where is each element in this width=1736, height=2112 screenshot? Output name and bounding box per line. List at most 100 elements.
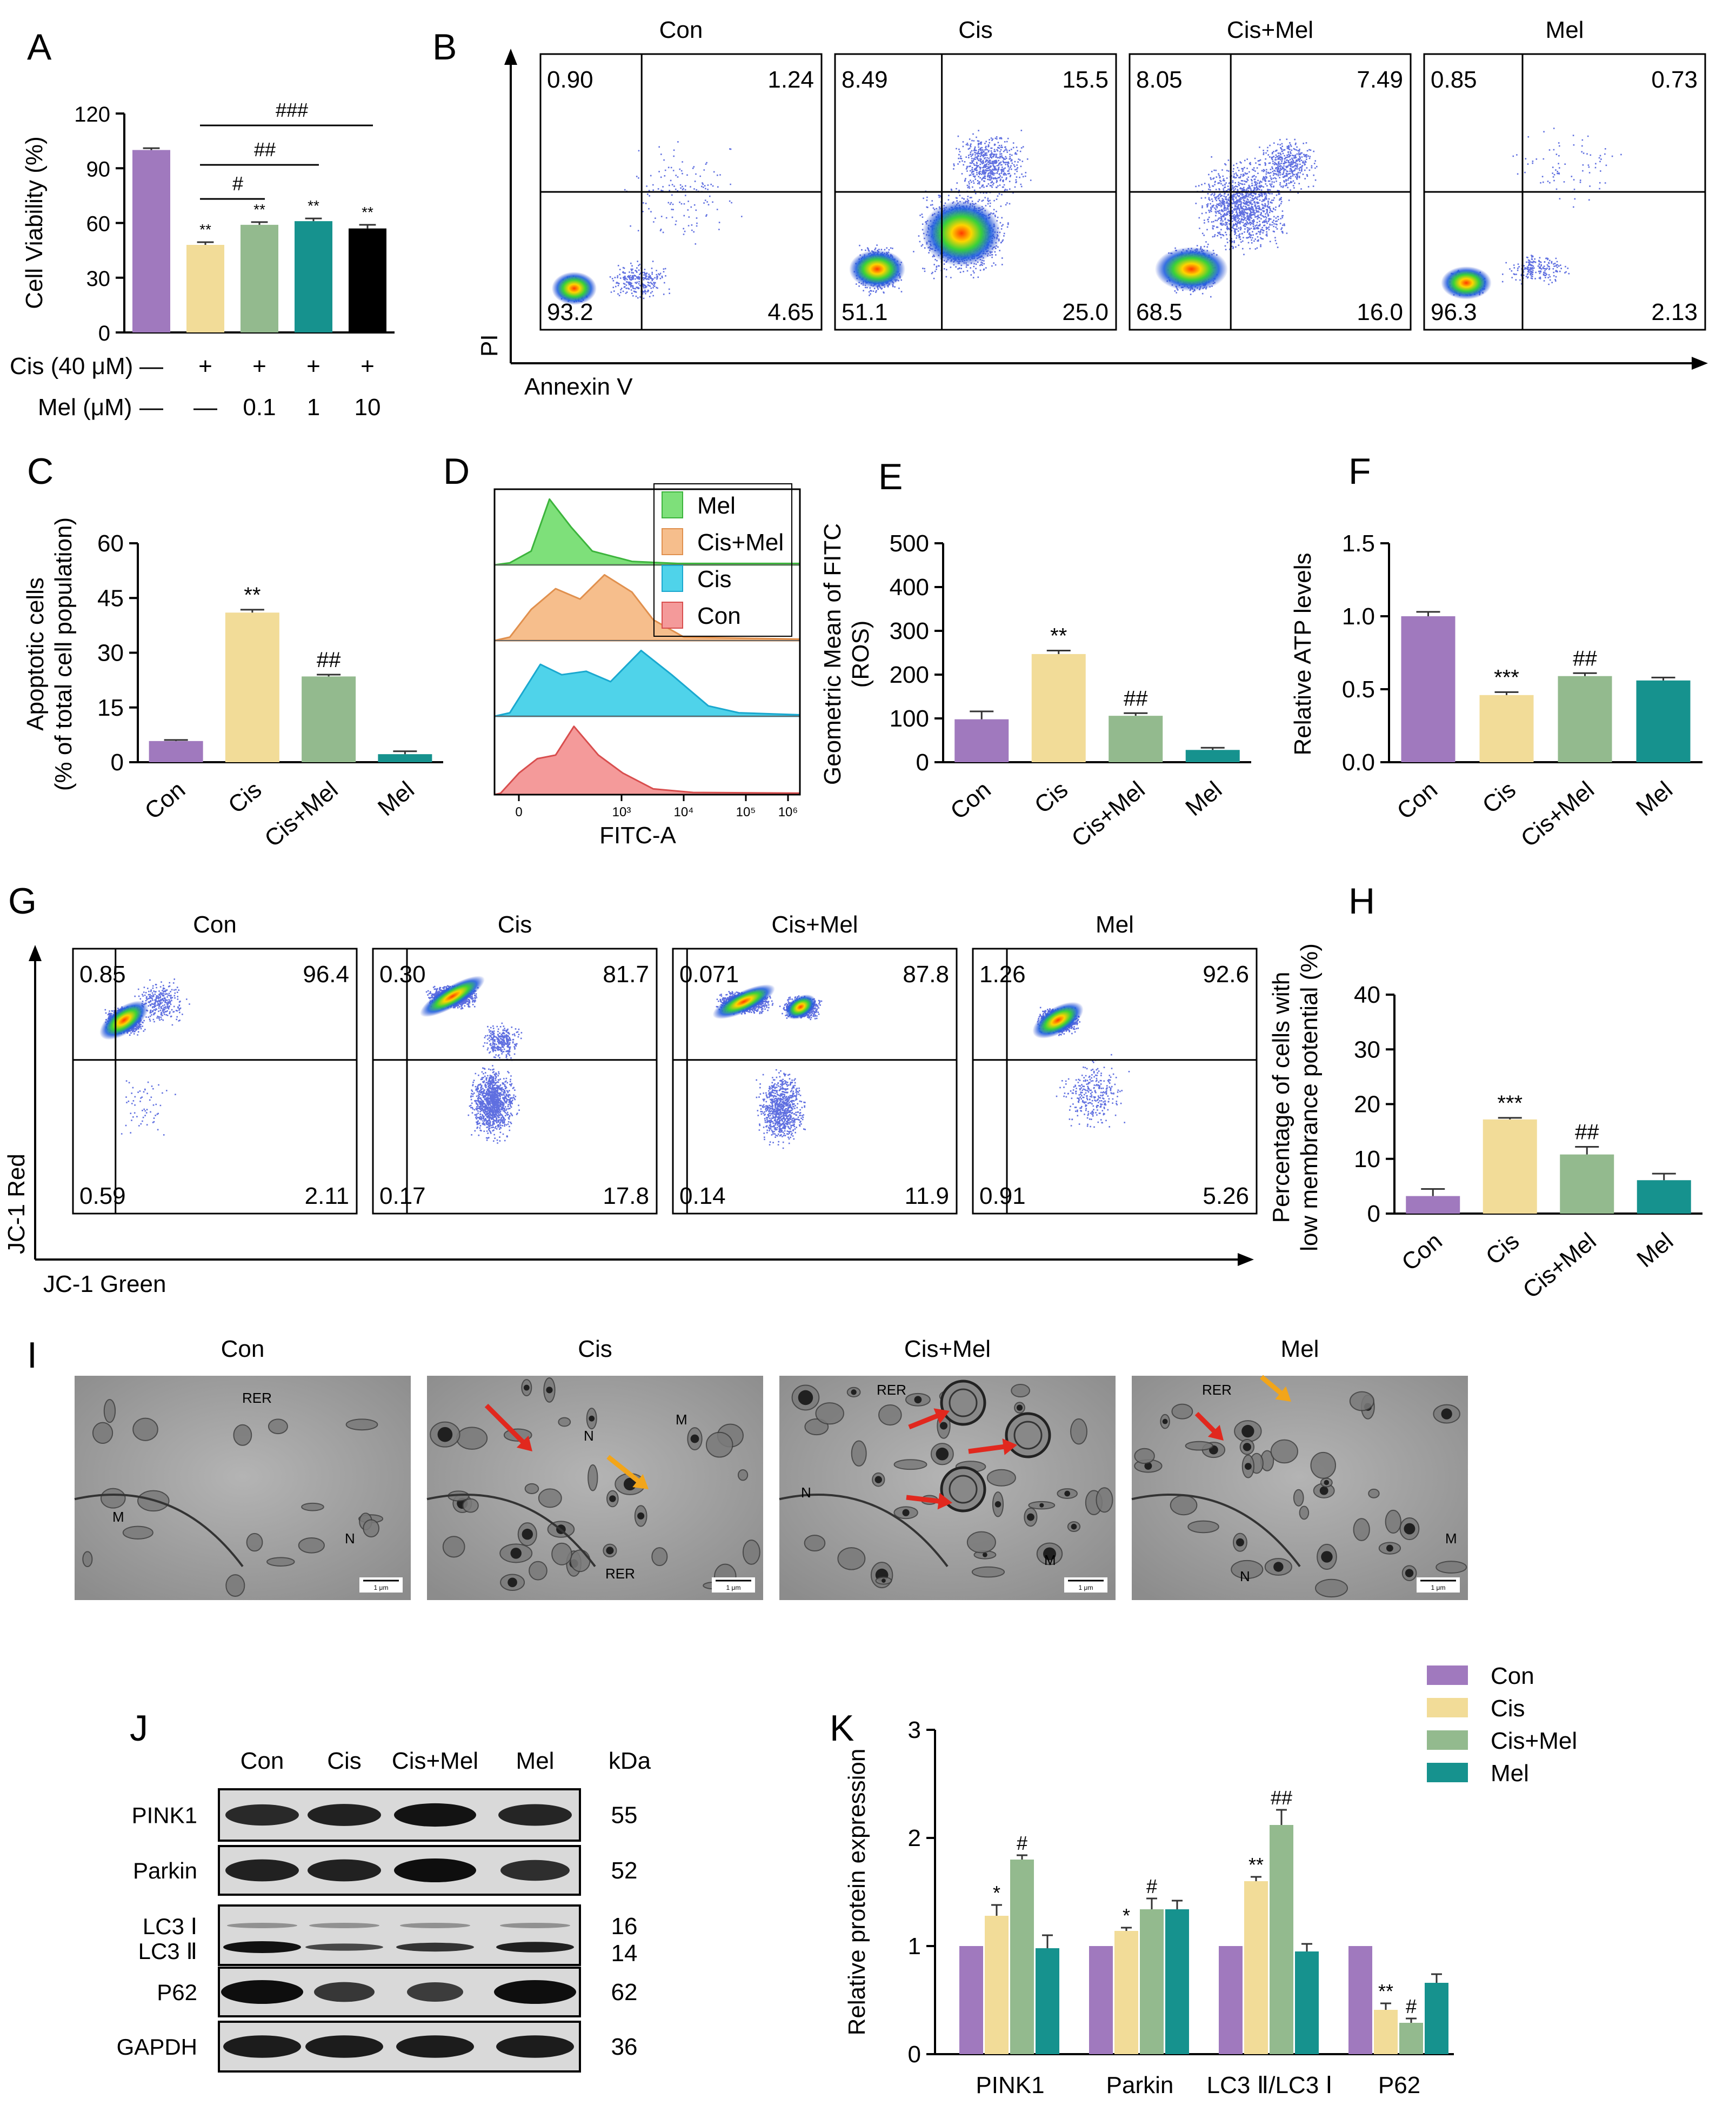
y-tick-label: 3: [908, 1717, 921, 1743]
bar-cis+mel: [1399, 2023, 1423, 2054]
dense-body: [1043, 1547, 1056, 1561]
significance-label: **: [199, 221, 211, 238]
y-axis-label: Percentage of cells withlow membrance po…: [1268, 943, 1323, 1251]
dense-body: [1405, 1569, 1414, 1577]
legend-swatch: [1427, 1665, 1468, 1685]
y-tick-label: 30: [97, 640, 124, 667]
panel-letter-a: A: [27, 26, 52, 68]
row-label-cis: Cis (40 μM): [10, 353, 133, 379]
x-tick-label: Cis+Mel: [1066, 776, 1150, 852]
quadrant-ul: 8.49: [842, 66, 888, 93]
quadrant-ll: 0.14: [679, 1183, 726, 1209]
organelle: [851, 1440, 867, 1467]
organelle: [737, 1469, 749, 1481]
kda-value: 52: [611, 1857, 638, 1884]
y-axis-label: Cell Viability (%): [21, 136, 48, 309]
significance-label: ***: [1494, 665, 1519, 689]
x-tick-label: 0: [515, 805, 522, 820]
flow-events: [425, 985, 523, 1144]
panel-letters: A B C D E F G H I J K: [8, 26, 1375, 1749]
bar-2: [241, 224, 278, 332]
autophagosome: [1005, 1412, 1051, 1458]
tem-label: N: [801, 1484, 811, 1501]
quadrant-ul: 0.85: [79, 961, 126, 988]
legend-label: Cis: [697, 566, 732, 592]
scale-bar-label: 1 μm: [726, 1584, 741, 1591]
quadrant-ur: 7.49: [1357, 66, 1403, 93]
dense-body: [523, 1384, 530, 1391]
organelle: [1231, 1560, 1264, 1579]
annotation-arrow-head: [632, 1474, 649, 1489]
y-tick-label: 100: [890, 705, 929, 732]
flow-plot-title: Con: [193, 911, 237, 938]
lane-label: Cis+Mel: [392, 1748, 478, 1774]
organelle: [82, 1551, 93, 1568]
tem-image-cis: Cis N M RER 1 μm: [426, 1336, 763, 1600]
flow-density-core: [551, 271, 597, 305]
tem-title: Cis+Mel: [904, 1336, 991, 1362]
y-tick-label: 1.0: [1342, 603, 1375, 630]
legend-swatch: [662, 565, 683, 592]
quadrant-ul: 0.90: [547, 66, 593, 93]
x-tick-label: Cis+Mel: [1518, 1228, 1601, 1303]
bar-1: [1031, 654, 1086, 762]
annotation-arrow-head: [1002, 1438, 1017, 1455]
flow-plot-frame: [372, 948, 658, 1215]
bar-3: [1636, 680, 1691, 762]
panel-letter-f: F: [1348, 451, 1371, 492]
organelle: [92, 1422, 113, 1444]
membrane: [74, 1493, 244, 1567]
kda-value: 14: [611, 1940, 638, 1967]
flow-plot-frame: [72, 948, 358, 1215]
bar-3: [295, 221, 332, 332]
lane-label: Con: [241, 1748, 284, 1774]
significance-label: ***: [1497, 1091, 1523, 1115]
y-axis-label: Apoptotic cells(% of total cell populati…: [22, 517, 77, 791]
y-tick-label: 30: [86, 267, 111, 291]
blot-box-lc3-ⅰ: [218, 1904, 581, 1966]
bar-0: [954, 719, 1009, 762]
quadrant-ur: 81.7: [603, 961, 649, 988]
dense-body: [983, 1552, 987, 1557]
flow-events: [1037, 1007, 1130, 1128]
dense-body: [1064, 1490, 1071, 1497]
flow-plot-cis: Cis 8.49 15.5 51.1 25.0: [834, 17, 1117, 331]
quadrant-ur: 87.8: [903, 961, 949, 988]
flow-plot-con: Con 0.85 96.4 0.59 2.11: [72, 911, 358, 1215]
flow-events: [853, 130, 1032, 296]
flow-plot-cis: Cis 0.30 81.7 0.17 17.8: [372, 911, 658, 1215]
chart-k-protein-expression: 0 1 2 3 Relative protein expression * # PINK1 * #…: [844, 1663, 1577, 2098]
legend-swatch: [662, 528, 683, 555]
organelle: [966, 1531, 996, 1554]
bar-con: [1219, 1946, 1243, 2054]
dense-body: [606, 1547, 614, 1555]
dense-body: [882, 1578, 886, 1583]
x-tick-label: Cis+Mel: [1516, 776, 1599, 852]
y-axis-label-line: Relative protein expression: [844, 1749, 870, 2036]
organelle: [1293, 1489, 1304, 1507]
dense-body: [508, 1577, 517, 1588]
band: [394, 1858, 476, 1882]
lane-label: Cis: [327, 1748, 362, 1774]
organelle: [524, 1483, 539, 1494]
kda-value: 36: [611, 2034, 638, 2060]
significance-hash: ##: [254, 138, 276, 161]
organelle: [345, 1418, 378, 1431]
significance-label: **: [362, 204, 373, 221]
bar-mel: [1295, 1951, 1319, 2054]
tem-label: N: [584, 1428, 594, 1444]
dense-body: [609, 1495, 616, 1502]
x-tick-label: Mel: [1180, 776, 1227, 821]
band-lc3-i: [227, 1923, 297, 1928]
bar-0: [1406, 1196, 1460, 1214]
blot-row-label: PINK1: [132, 1803, 197, 1828]
organelle: [1187, 1520, 1219, 1534]
quadrant-ur: 0.73: [1651, 66, 1698, 93]
organelle: [462, 1498, 479, 1513]
histogram-1: [493, 574, 801, 642]
dense-body: [1026, 1513, 1034, 1521]
y-tick-label: 0: [908, 2041, 921, 2068]
significance-label: **: [244, 583, 261, 607]
scale-bar-label: 1 μm: [374, 1584, 389, 1591]
quadrant-ll: 68.5: [1136, 299, 1183, 325]
